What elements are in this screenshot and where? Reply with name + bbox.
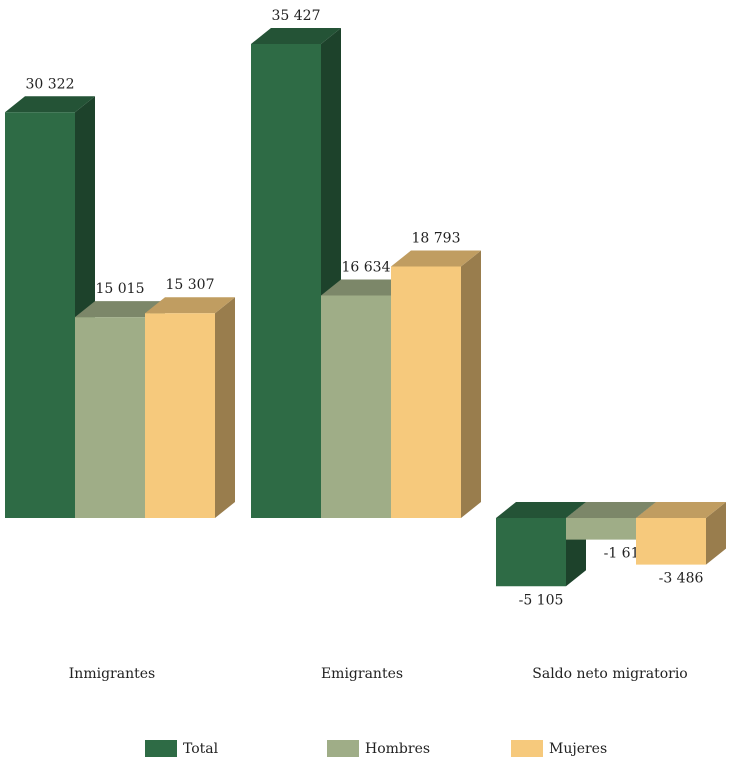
bar-top-total-2 <box>496 502 586 518</box>
bar-top-mujeres-2 <box>636 502 726 518</box>
bar-hombres-0 <box>75 317 145 518</box>
legend-item-total: Total <box>145 740 218 757</box>
legend: Total Hombres Mujeres <box>0 740 730 764</box>
value-label-total-1: 35 427 <box>272 8 321 24</box>
value-label-hombres-0: 15 015 <box>96 281 145 297</box>
legend-item-mujeres: Mujeres <box>511 740 607 757</box>
bar-mujeres-2 <box>636 518 706 565</box>
legend-swatch-hombres <box>327 740 359 757</box>
legend-label-hombres: Hombres <box>365 740 431 757</box>
value-label-total-2: -5 105 <box>519 592 564 608</box>
bar-top-mujeres-0 <box>145 297 235 314</box>
bar-hombres-2 <box>566 518 636 540</box>
value-label-hombres-1: 16 634 <box>342 259 391 275</box>
bar-top-mujeres-1 <box>391 250 481 267</box>
legend-swatch-total <box>145 740 177 757</box>
bar-side-mujeres-2 <box>706 502 726 565</box>
bar-top-total-1 <box>251 28 341 44</box>
bar-mujeres-1 <box>391 266 461 518</box>
legend-item-hombres: Hombres <box>327 740 430 757</box>
value-label-mujeres-1: 18 793 <box>412 231 461 247</box>
bar-side-mujeres-1 <box>461 250 481 518</box>
bar-total-0 <box>5 112 75 519</box>
category-label-emigrantes: Emigrantes <box>320 666 404 682</box>
bar-top-hombres-0 <box>75 301 165 318</box>
legend-swatch-mujeres <box>511 740 543 757</box>
bar-top-total-0 <box>5 96 95 113</box>
value-label-mujeres-2: -3 486 <box>659 571 704 587</box>
legend-label-mujeres: Mujeres <box>549 740 608 757</box>
bar-total-1 <box>251 44 321 518</box>
bar-top-hombres-2 <box>566 502 656 518</box>
category-label-saldo-neto-migratorio: Saldo neto migratorio <box>532 666 688 682</box>
bar-mujeres-0 <box>145 313 215 518</box>
bar-top-hombres-1 <box>321 279 411 296</box>
value-label-total-0: 30 322 <box>26 76 75 92</box>
bar-side-mujeres-0 <box>215 297 235 518</box>
legend-label-total: Total <box>183 740 219 757</box>
value-label-mujeres-0: 15 307 <box>166 277 215 293</box>
category-label-inmigrantes: Inmigrantes <box>68 666 156 682</box>
bar-hombres-1 <box>321 295 391 518</box>
bar-total-2 <box>496 518 566 587</box>
